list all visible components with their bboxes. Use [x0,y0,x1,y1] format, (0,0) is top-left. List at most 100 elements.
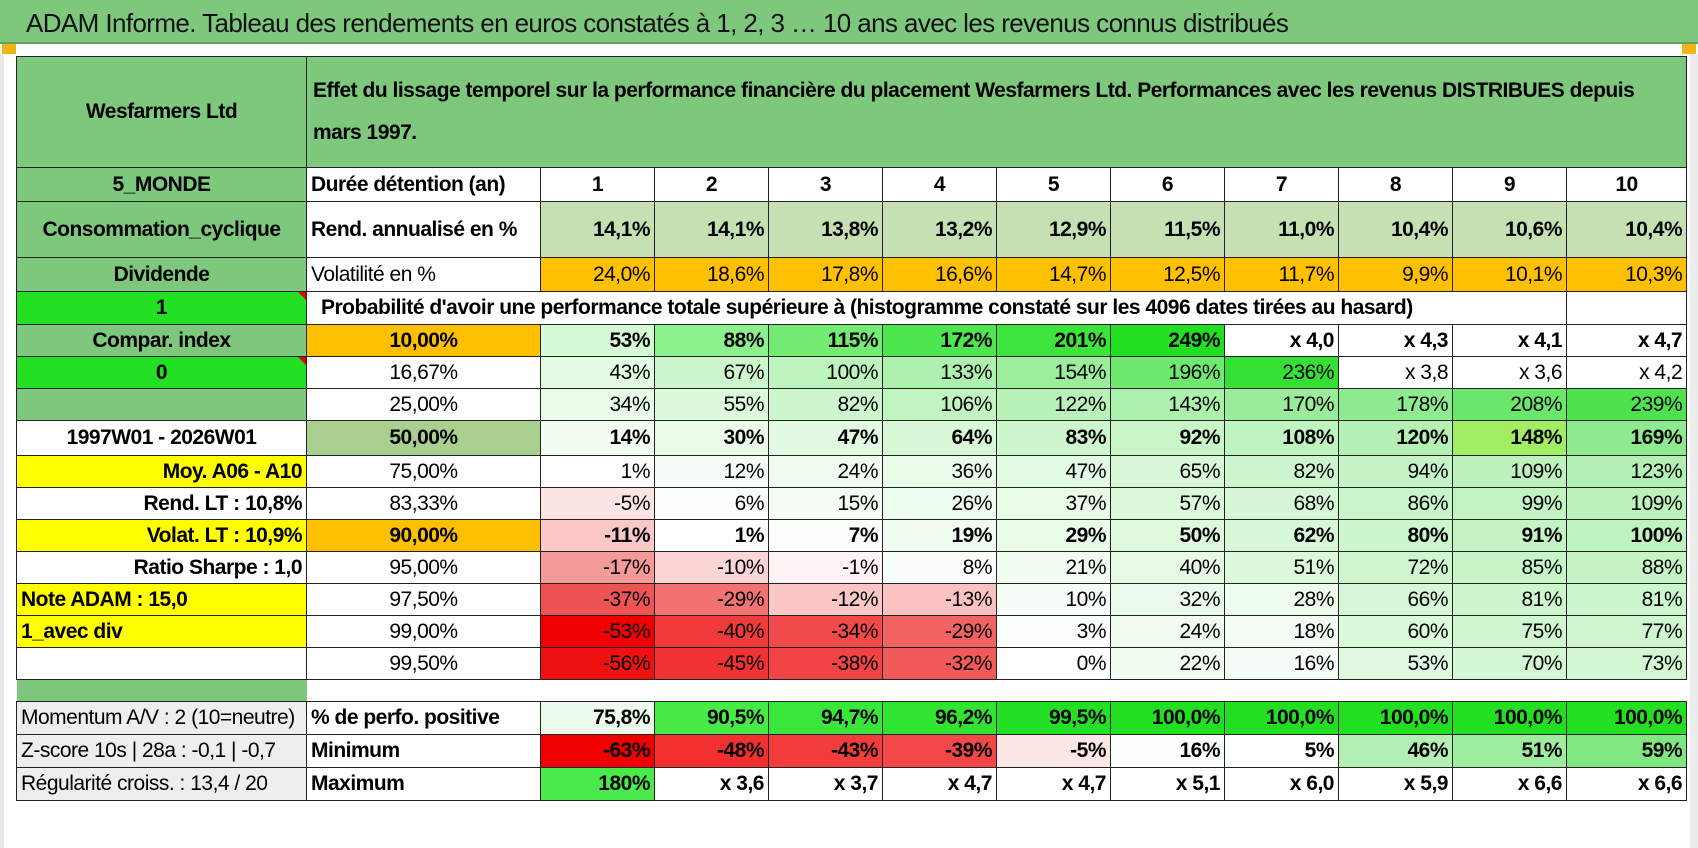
probability-row: Ratio Sharpe : 1,0 95,00% -17% -10% -1% 8% 21%… [16,551,1688,584]
probability-value: 53% [1338,647,1453,680]
return-value: 11,0% [1224,201,1339,258]
volatility-value: 17,8% [768,257,883,292]
maximum-value: x 4,7 [882,767,997,801]
probability-value: 169% [1565,420,1688,456]
year-header: 6 [1110,167,1225,202]
zscore-label: Z-score 10s | 28a : -0,1 | -0,7 [16,734,307,768]
corner-marker [2,44,16,54]
probability-value: 22% [1110,647,1225,680]
volatility-value: 18,6% [654,257,769,292]
probability-value: x 4,3 [1338,324,1453,357]
average-label: Moy. A06 - A10 [16,455,307,488]
dividend-mode-label: 1_avec div [16,615,307,648]
probability-value: 51% [1224,551,1339,584]
return-value: 10,4% [1338,201,1453,258]
probability-value: 100% [1565,519,1688,552]
return-value: 10,6% [1452,201,1567,258]
probability-value: 70% [1452,647,1567,680]
probability-value: 24% [1110,615,1225,648]
probability-threshold: 25,00% [306,388,541,421]
probability-value: 37% [996,487,1111,520]
probability-value: 148% [1452,420,1567,456]
probability-value: 239% [1565,388,1688,421]
probability-value: 88% [654,324,769,357]
probability-row: Volat. LT : 10,9% 90,00% -11% 1% 7% 19% 29% 50%… [16,519,1688,552]
company-name: Wesfarmers Ltd [16,56,307,168]
long-term-return-label: Rend. LT : 10,8% [16,487,307,520]
return-value: 12,9% [996,201,1111,258]
year-header: 8 [1338,167,1453,202]
probability-threshold: 16,67% [306,356,541,389]
maximum-value: x 4,7 [996,767,1111,801]
probability-value: -40% [654,615,769,648]
maximum-value: x 6,6 [1452,767,1567,801]
minimum-value: -5% [996,734,1111,768]
positive-value: 75,8% [540,701,655,735]
probability-value: 172% [882,324,997,357]
probability-value: 106% [882,388,997,421]
minimum-value: -43% [768,734,883,768]
return-value: 13,2% [882,201,997,258]
title-bar: ADAM Informe. Tableau des rendements en … [0,0,1698,44]
period-label: 1997W01 - 2026W01 [16,420,307,456]
probability-value: 85% [1452,551,1567,584]
positive-value: 99,5% [996,701,1111,735]
empty-cell [1565,291,1688,325]
probability-value: 249% [1110,324,1225,357]
type-label: Dividende [16,257,307,292]
positive-row: Momentum A/V : 2 (10=neutre) % de perfo.… [16,701,1688,735]
return-label: Rend. annualisé en % [306,201,541,258]
return-row: Consommation_cyclique Rend. annualisé en… [16,201,1688,258]
probability-value: 29% [996,519,1111,552]
probability-value: 47% [768,420,883,456]
sheet-edge [0,54,4,848]
probability-value: -5% [540,487,655,520]
year-header: 7 [1224,167,1339,202]
maximum-value: x 3,7 [768,767,883,801]
probability-value: 88% [1565,551,1688,584]
probability-value: 201% [996,324,1111,357]
positive-value: 100,0% [1110,701,1225,735]
return-value: 10,4% [1565,201,1688,258]
volatility-value: 11,7% [1224,257,1339,292]
probability-value: -45% [654,647,769,680]
positive-value: 90,5% [654,701,769,735]
probability-value: 10% [996,583,1111,616]
probability-value: 80% [1338,519,1453,552]
probability-value: -29% [882,615,997,648]
minimum-value: 51% [1452,734,1567,768]
probability-value: 92% [1110,420,1225,456]
maximum-value: x 3,6 [654,767,769,801]
probability-value: 170% [1224,388,1339,421]
volatility-value: 10,1% [1452,257,1567,292]
probability-value: -53% [540,615,655,648]
probability-value: x 4,0 [1224,324,1339,357]
duration-row: 5_MONDE Durée détention (an) 1 2 3 4 5 6… [16,167,1688,202]
probability-value: 16% [1224,647,1339,680]
probability-row: Compar. index 10,00% 53% 88% 115% 172% 201% 249… [16,324,1688,357]
header-row: Wesfarmers Ltd Effet du lissage temporel… [16,56,1688,168]
probability-value: 68% [1224,487,1339,520]
volatility-value: 9,9% [1338,257,1453,292]
report-description: Effet du lissage temporel sur la perform… [305,56,1688,168]
probability-value: 196% [1110,356,1225,389]
regularity-label: Régularité croiss. : 13,4 / 20 [16,767,307,801]
minimum-row: Z-score 10s | 28a : -0,1 | -0,7 Minimum … [16,734,1688,768]
probability-value: 40% [1110,551,1225,584]
probability-rows: Compar. index 10,00% 53% 88% 115% 172% 201% 249… [16,324,1688,680]
probability-title: Probabilité d'avoir une performance tota… [306,291,1453,325]
probability-threshold: 99,00% [306,615,541,648]
probability-value: 12% [654,455,769,488]
positive-value: 96,2% [882,701,997,735]
probability-value: 47% [996,455,1111,488]
minimum-value: 16% [1110,734,1225,768]
probability-value: 109% [1452,455,1567,488]
minimum-label: Minimum [306,734,541,768]
probability-value: 81% [1565,583,1688,616]
minimum-value: 59% [1565,734,1688,768]
probability-value: 57% [1110,487,1225,520]
probability-value: 143% [1110,388,1225,421]
maximum-row: Régularité croiss. : 13,4 / 20 Maximum 1… [16,767,1688,801]
probability-row: 25,00% 34% 55% 82% 106% 122% 143% 170% 178% 208% 2… [16,388,1688,421]
volatility-value: 10,3% [1565,257,1688,292]
